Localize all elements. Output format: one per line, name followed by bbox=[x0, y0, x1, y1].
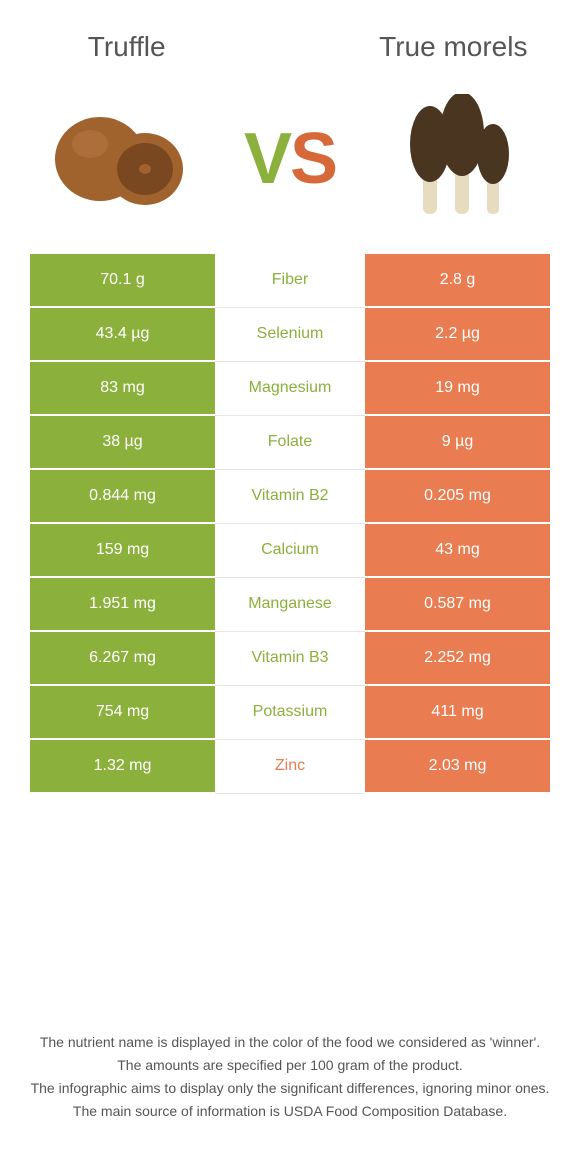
nutrient-label: Fiber bbox=[215, 254, 365, 308]
images-row: VS bbox=[0, 74, 580, 254]
table-row: 159 mgCalcium43 mg bbox=[30, 524, 550, 578]
table-row: 0.844 mgVitamin B20.205 mg bbox=[30, 470, 550, 524]
nutrient-label: Vitamin B3 bbox=[215, 632, 365, 686]
right-value: 19 mg bbox=[365, 362, 550, 416]
right-food-title: True morels bbox=[353, 30, 553, 64]
right-value: 0.587 mg bbox=[365, 578, 550, 632]
table-row: 38 µgFolate9 µg bbox=[30, 416, 550, 470]
table-row: 83 mgMagnesium19 mg bbox=[30, 362, 550, 416]
table-row: 754 mgPotassium411 mg bbox=[30, 686, 550, 740]
right-value: 9 µg bbox=[365, 416, 550, 470]
right-value: 411 mg bbox=[365, 686, 550, 740]
left-value: 754 mg bbox=[30, 686, 215, 740]
footer-line: The main source of information is USDA F… bbox=[30, 1101, 550, 1122]
nutrient-label: Manganese bbox=[215, 578, 365, 632]
right-value: 2.252 mg bbox=[365, 632, 550, 686]
nutrient-table: 70.1 gFiber2.8 g43.4 µgSelenium2.2 µg83 … bbox=[30, 254, 550, 794]
table-row: 1.951 mgManganese0.587 mg bbox=[30, 578, 550, 632]
table-row: 70.1 gFiber2.8 g bbox=[30, 254, 550, 308]
truffle-image bbox=[45, 94, 195, 224]
table-row: 6.267 mgVitamin B32.252 mg bbox=[30, 632, 550, 686]
nutrient-label: Magnesium bbox=[215, 362, 365, 416]
left-value: 6.267 mg bbox=[30, 632, 215, 686]
left-food-title: Truffle bbox=[27, 30, 227, 64]
footer-line: The infographic aims to display only the… bbox=[30, 1078, 550, 1099]
vs-v: V bbox=[244, 119, 290, 199]
footer-line: The amounts are specified per 100 gram o… bbox=[30, 1055, 550, 1076]
left-value: 38 µg bbox=[30, 416, 215, 470]
nutrient-label: Selenium bbox=[215, 308, 365, 362]
vs-s: S bbox=[290, 119, 336, 199]
left-value: 1.32 mg bbox=[30, 740, 215, 794]
right-value: 0.205 mg bbox=[365, 470, 550, 524]
left-value: 83 mg bbox=[30, 362, 215, 416]
table-row: 43.4 µgSelenium2.2 µg bbox=[30, 308, 550, 362]
nutrient-label: Vitamin B2 bbox=[215, 470, 365, 524]
right-value: 2.03 mg bbox=[365, 740, 550, 794]
nutrient-label: Potassium bbox=[215, 686, 365, 740]
vs-label: VS bbox=[244, 118, 336, 200]
right-value: 2.2 µg bbox=[365, 308, 550, 362]
nutrient-label: Zinc bbox=[215, 740, 365, 794]
left-value: 43.4 µg bbox=[30, 308, 215, 362]
left-value: 159 mg bbox=[30, 524, 215, 578]
morels-image bbox=[385, 94, 535, 224]
left-value: 70.1 g bbox=[30, 254, 215, 308]
table-row: 1.32 mgZinc2.03 mg bbox=[30, 740, 550, 794]
footer-notes: The nutrient name is displayed in the co… bbox=[0, 990, 580, 1174]
nutrient-label: Folate bbox=[215, 416, 365, 470]
nutrient-label: Calcium bbox=[215, 524, 365, 578]
left-value: 0.844 mg bbox=[30, 470, 215, 524]
header: Truffle True morels bbox=[0, 0, 580, 74]
left-value: 1.951 mg bbox=[30, 578, 215, 632]
right-value: 2.8 g bbox=[365, 254, 550, 308]
footer-line: The nutrient name is displayed in the co… bbox=[30, 1032, 550, 1053]
right-value: 43 mg bbox=[365, 524, 550, 578]
